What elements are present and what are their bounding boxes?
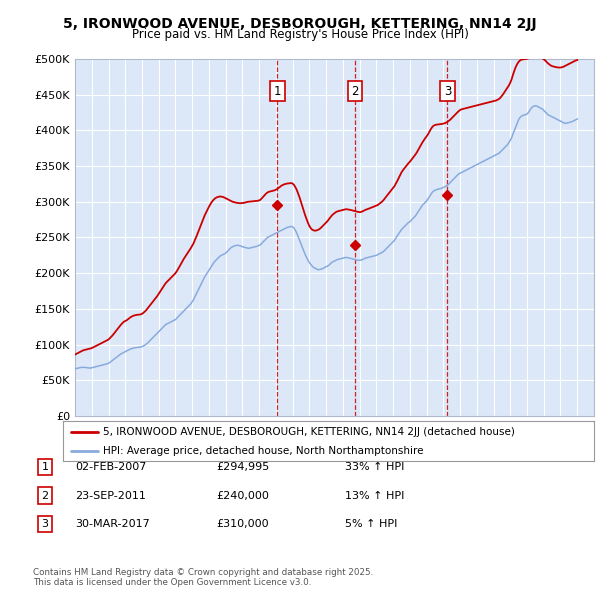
Text: £240,000: £240,000 xyxy=(216,491,269,500)
Text: 3: 3 xyxy=(41,519,49,529)
Text: 3: 3 xyxy=(443,84,451,97)
Text: 23-SEP-2011: 23-SEP-2011 xyxy=(75,491,146,500)
Text: 2: 2 xyxy=(351,84,359,97)
Text: 30-MAR-2017: 30-MAR-2017 xyxy=(75,519,150,529)
Text: 1: 1 xyxy=(274,84,281,97)
Text: 5, IRONWOOD AVENUE, DESBOROUGH, KETTERING, NN14 2JJ (detached house): 5, IRONWOOD AVENUE, DESBOROUGH, KETTERIN… xyxy=(103,427,515,437)
Text: 5, IRONWOOD AVENUE, DESBOROUGH, KETTERING, NN14 2JJ: 5, IRONWOOD AVENUE, DESBOROUGH, KETTERIN… xyxy=(63,17,537,31)
Text: HPI: Average price, detached house, North Northamptonshire: HPI: Average price, detached house, Nort… xyxy=(103,445,424,455)
Text: 13% ↑ HPI: 13% ↑ HPI xyxy=(345,491,404,500)
Text: Contains HM Land Registry data © Crown copyright and database right 2025.
This d: Contains HM Land Registry data © Crown c… xyxy=(33,568,373,587)
Text: 33% ↑ HPI: 33% ↑ HPI xyxy=(345,463,404,472)
Text: 2: 2 xyxy=(41,491,49,500)
Text: 5% ↑ HPI: 5% ↑ HPI xyxy=(345,519,397,529)
Text: 1: 1 xyxy=(41,463,49,472)
Text: Price paid vs. HM Land Registry's House Price Index (HPI): Price paid vs. HM Land Registry's House … xyxy=(131,28,469,41)
Text: £310,000: £310,000 xyxy=(216,519,269,529)
Text: £294,995: £294,995 xyxy=(216,463,269,472)
Text: 02-FEB-2007: 02-FEB-2007 xyxy=(75,463,146,472)
